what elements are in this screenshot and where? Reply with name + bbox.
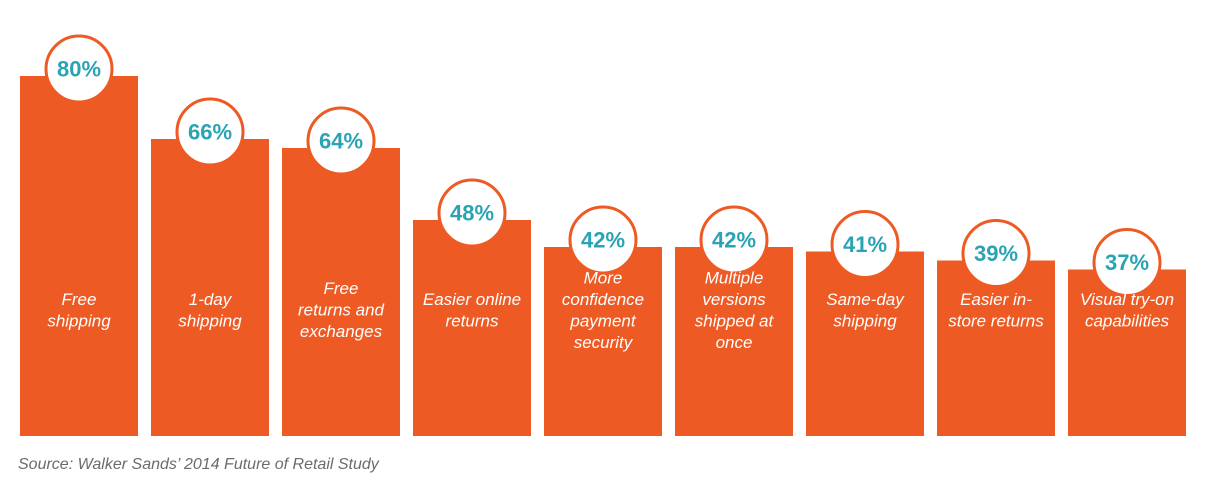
bar-3 bbox=[282, 148, 400, 436]
category-label-7: Same-day shipping bbox=[826, 290, 905, 331]
category-label-4: Easier online returns bbox=[423, 290, 521, 331]
value-label-5: 42% bbox=[581, 228, 625, 253]
value-label-3: 64% bbox=[319, 129, 363, 154]
category-label-2: 1-day shipping bbox=[178, 290, 242, 331]
value-badge-7 bbox=[830, 210, 900, 279]
value-label-9: 37% bbox=[1105, 250, 1149, 275]
value-badge-1 bbox=[44, 34, 114, 104]
value-badge-4 bbox=[437, 178, 507, 248]
value-badge-5 bbox=[568, 205, 638, 275]
value-label-6: 42% bbox=[712, 228, 756, 253]
source-note: Source: Walker Sands’ 2014 Future of Ret… bbox=[18, 456, 379, 473]
value-label-7: 41% bbox=[843, 232, 887, 257]
bar-2 bbox=[151, 139, 269, 436]
value-badge-8 bbox=[961, 219, 1031, 288]
bar-4 bbox=[413, 220, 531, 436]
value-badge-2 bbox=[175, 97, 245, 167]
value-label-4: 48% bbox=[450, 201, 494, 226]
value-label-1: 80% bbox=[57, 57, 101, 82]
bar-1 bbox=[20, 76, 138, 436]
category-label-1: Free shipping bbox=[47, 290, 111, 331]
category-label-8: Easier in-store returns bbox=[948, 290, 1044, 331]
category-label-9: Visual try-on capabilities bbox=[1080, 290, 1174, 331]
category-label-6: Multiple versions shipped at once bbox=[695, 268, 775, 352]
category-label-3: Free returns and exchanges bbox=[298, 279, 385, 341]
value-badge-9 bbox=[1092, 228, 1162, 297]
bar-6 bbox=[675, 247, 793, 436]
value-badge-3 bbox=[306, 106, 376, 176]
bar-9 bbox=[1068, 269, 1186, 436]
bar-8 bbox=[937, 260, 1055, 436]
bar-7 bbox=[806, 251, 924, 436]
value-label-8: 39% bbox=[974, 241, 1018, 266]
value-label-2: 66% bbox=[188, 120, 232, 145]
category-label-5: More confidence payment security bbox=[562, 268, 644, 352]
bar-5 bbox=[544, 247, 662, 436]
value-badge-6 bbox=[699, 205, 769, 275]
